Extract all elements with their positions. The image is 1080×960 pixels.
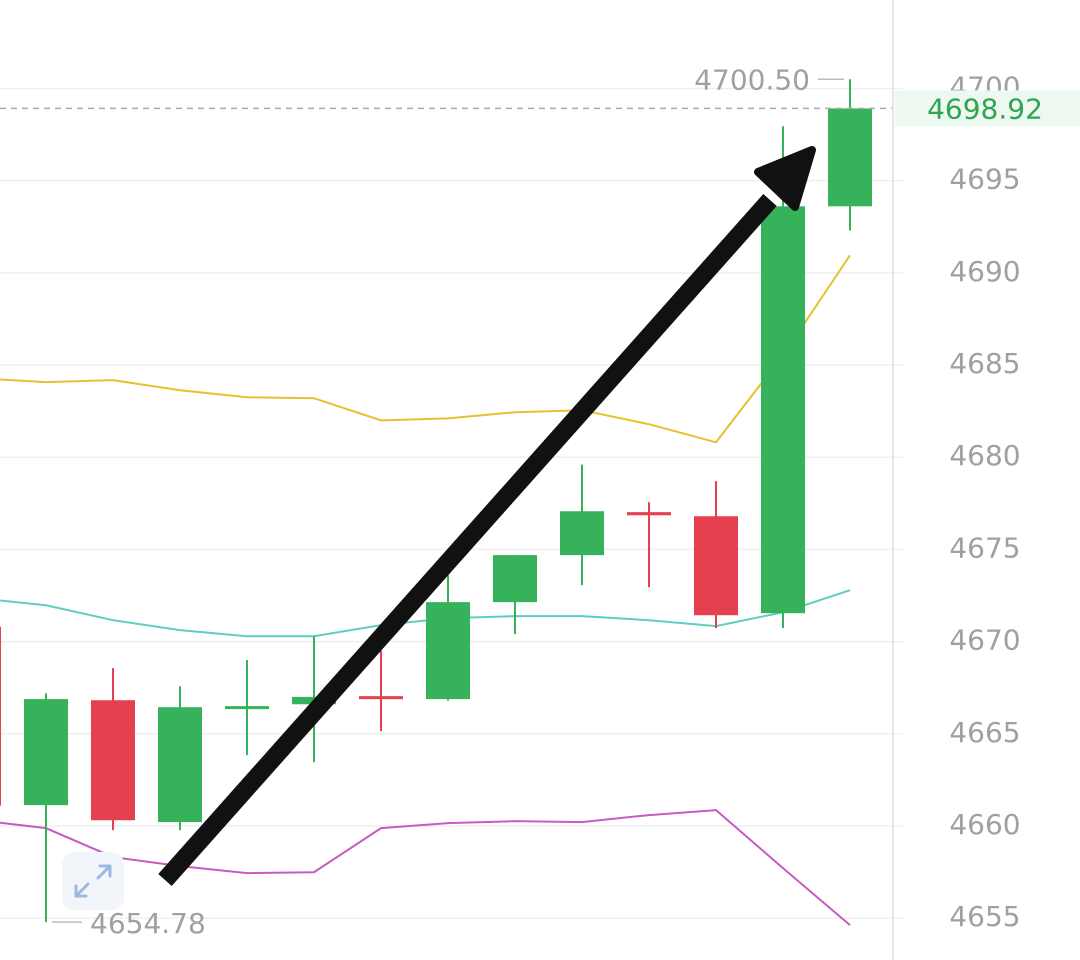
trend-arrow [158,194,777,886]
indicator-line [0,809,851,926]
y-tick-label: 4685 [949,347,1020,380]
candle-body [91,700,135,821]
candle-body [359,696,403,700]
plot-area: 4700.50 4654.78 [0,63,893,940]
expand-icon-bg[interactable] [62,852,124,910]
max-label: 4700.50 [694,63,810,96]
candle-body [761,206,805,614]
y-tick-label: 4670 [949,624,1020,657]
y-tick-label: 4680 [949,439,1020,472]
indicator-line [0,589,851,638]
candle-body [493,555,537,603]
candle-body [426,602,470,700]
candle-body [694,516,738,616]
y-tick-label: 4695 [949,163,1020,196]
candle-body [225,706,269,710]
trend-arrow-head [754,146,816,211]
y-tick-label: 4690 [949,255,1020,288]
candle-body [828,108,872,207]
y-tick-label: 4660 [949,808,1020,841]
y-axis: 4655466046654670467546804685469046954700… [895,70,1080,933]
y-tick-label: 4655 [949,900,1020,933]
overlay [62,146,816,910]
last-price-label: 4698.92 [927,92,1043,125]
candle-body [560,511,604,556]
candle-body [627,512,671,516]
grid [0,87,903,919]
indicator-line [0,254,851,444]
min-label: 4654.78 [90,907,206,940]
candle-body [0,626,1,806]
expand-icon[interactable] [62,852,124,910]
expand-icon-glyph[interactable] [74,864,112,898]
candle-body [24,699,68,806]
y-tick-label: 4665 [949,716,1020,749]
y-tick-label: 4675 [949,531,1020,564]
last-price-box [895,90,1080,127]
candle-body [158,707,202,823]
